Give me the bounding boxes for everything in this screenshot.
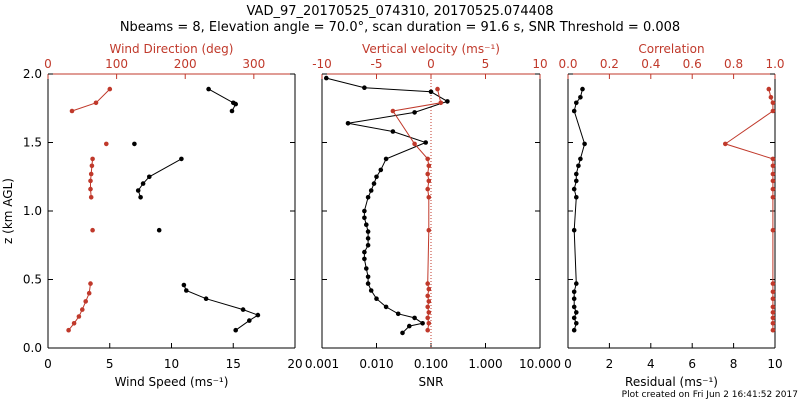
- top-tick-label: 100: [105, 57, 128, 71]
- figure-title-line2: Nbeams = 8, Elevation angle = 70.0°, sca…: [120, 20, 680, 35]
- data-point-red: [104, 141, 109, 147]
- series-line-black: [208, 88, 237, 112]
- top-tick-label: 0: [44, 57, 52, 71]
- top-tick-label: 200: [174, 57, 197, 71]
- bottom-axis-label: SNR: [419, 375, 444, 389]
- bottom-tick-label: 0: [564, 357, 572, 371]
- series-line-black: [183, 284, 260, 331]
- top-tick-label: 300: [242, 57, 265, 71]
- top-axis-label: Vertical velocity (ms⁻¹): [362, 42, 500, 56]
- series-line-black: [326, 77, 449, 334]
- y-tick-label: 0.0: [23, 341, 42, 355]
- top-tick-label: 5: [482, 57, 490, 71]
- y-tick-label: 0.5: [23, 273, 42, 287]
- data-point-red: [766, 86, 772, 92]
- series-line-red: [392, 88, 442, 331]
- data-point-black: [580, 86, 585, 92]
- top-tick-label: 0.4: [641, 57, 660, 71]
- top-tick-label: 1.0: [765, 57, 784, 71]
- bottom-tick-label: 10.000: [519, 357, 561, 371]
- top-tick-label: 0: [427, 57, 435, 71]
- bottom-tick-label: 0.010: [359, 357, 393, 371]
- bottom-tick-label: 6: [688, 357, 696, 371]
- bottom-axis-label: Residual (ms⁻¹): [625, 375, 718, 389]
- top-tick-label: 0.6: [683, 57, 702, 71]
- panel-3: 0 2 4 6 8 10 0.0 0.2 0.4 0.6 0.8 1.0 Residual (ms⁻¹)…: [558, 42, 784, 389]
- top-axis-label: Wind Direction (deg): [110, 42, 234, 56]
- bottom-tick-label: 1.000: [468, 357, 502, 371]
- top-tick-label: 0.0: [558, 57, 577, 71]
- bottom-tick-label: 0: [44, 357, 52, 371]
- data-point-black: [206, 86, 211, 92]
- series-line-red: [71, 88, 111, 112]
- bottom-tick-label: 8: [730, 357, 738, 371]
- data-point-black: [132, 141, 137, 147]
- data-point-red: [435, 86, 440, 92]
- series-line-red: [68, 283, 91, 331]
- y-tick-label: 2.0: [23, 67, 42, 81]
- bottom-tick-label: 0.001: [305, 357, 339, 371]
- top-axis-label: Correlation: [638, 42, 704, 56]
- bottom-axis-label: Wind Speed (ms⁻¹): [115, 375, 229, 389]
- y-tick-label: 1.5: [23, 136, 42, 150]
- panel-2: 0.001 0.010 0.100 1.000 10.000 -10 -5 0 5 10 SNR Ve…: [305, 42, 561, 389]
- figure-title-line1: VAD_97_20170525_074310, 20170525.074408: [247, 4, 554, 19]
- top-tick-label: -5: [371, 57, 383, 71]
- bottom-tick-label: 0.100: [414, 357, 448, 371]
- bottom-tick-label: 15: [226, 357, 241, 371]
- top-tick-label: 10: [532, 57, 547, 71]
- y-axis-label: z (km AGL): [1, 178, 15, 244]
- bottom-tick-label: 20: [287, 357, 302, 371]
- data-point-black: [156, 227, 162, 233]
- top-tick-label: 0.2: [600, 57, 619, 71]
- series-line-red: [90, 158, 94, 198]
- y-tick-label: 1.0: [23, 204, 42, 218]
- top-tick-label: -10: [312, 57, 332, 71]
- data-point-red: [90, 227, 95, 233]
- series-line-black: [137, 158, 182, 198]
- data-point-black: [324, 75, 329, 81]
- bottom-tick-label: 2: [606, 357, 614, 371]
- bottom-tick-label: 4: [647, 357, 655, 371]
- plot-created-footer: Plot created on Fri Jun 2 16:41:52 2017: [622, 390, 798, 400]
- series-line-red: [724, 88, 774, 331]
- bottom-tick-label: 5: [106, 357, 114, 371]
- bottom-tick-label: 10: [164, 357, 179, 371]
- series-line-black: [573, 88, 586, 331]
- top-tick-label: 0.8: [724, 57, 743, 71]
- bottom-tick-label: 10: [767, 357, 782, 371]
